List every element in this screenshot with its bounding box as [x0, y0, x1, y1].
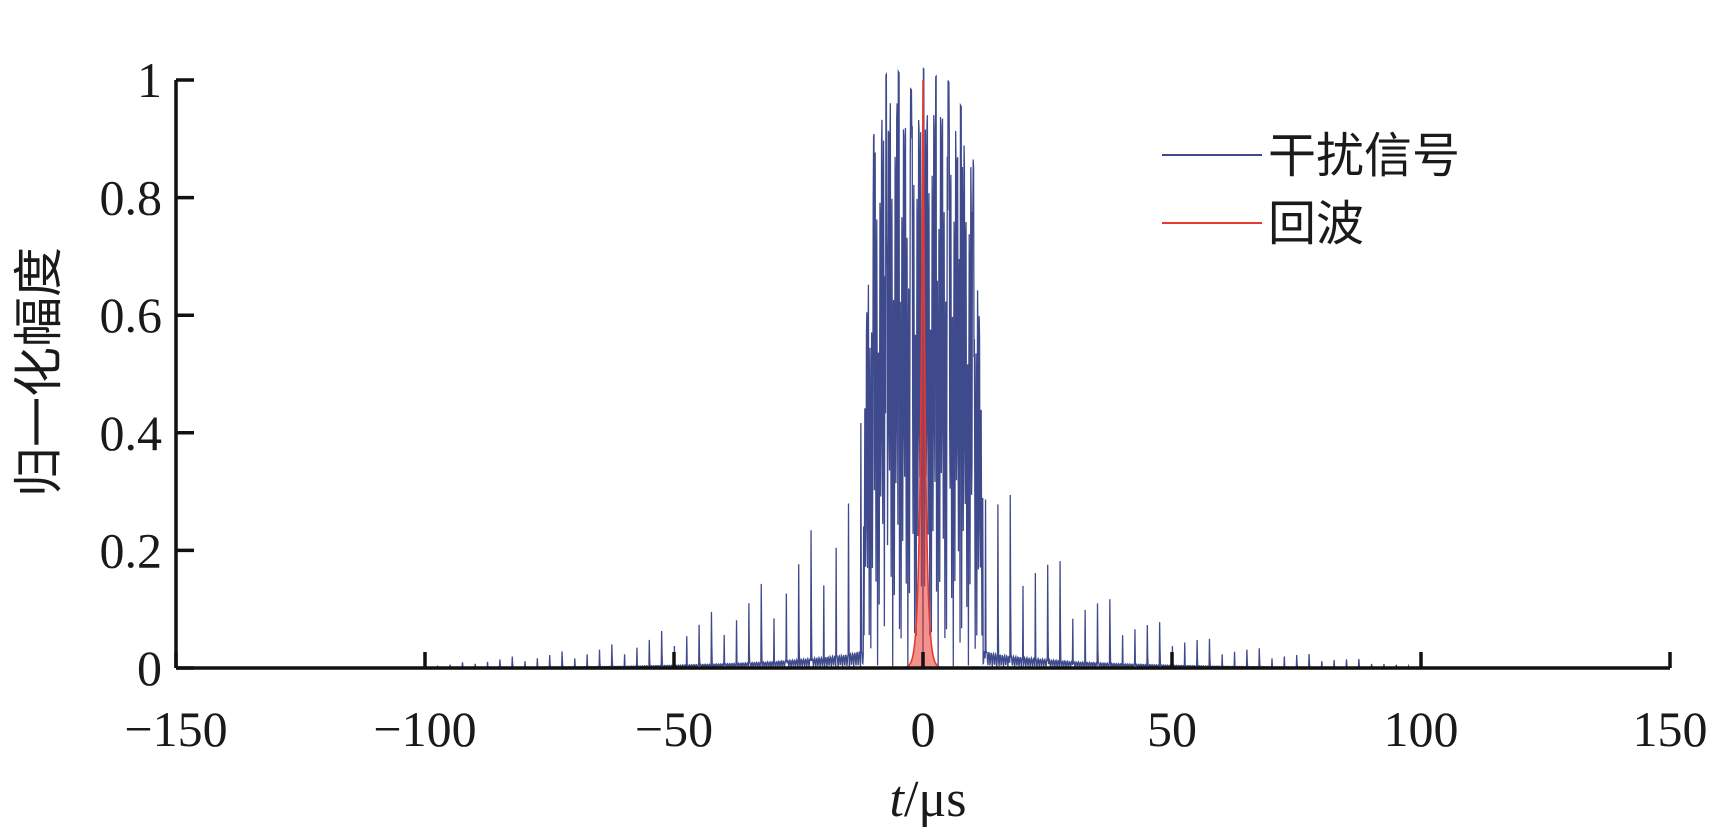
y-axis-title: 归一化幅度 — [10, 247, 68, 497]
y-tick-label: 0.8 — [100, 170, 163, 226]
axes — [174, 78, 1672, 670]
legend: 干扰信号 回波 — [1162, 128, 1460, 252]
y-tick-label: 0.2 — [100, 522, 163, 578]
y-tick-label: 1 — [137, 52, 162, 108]
tick-labels: −150 −100 −50 0 50 100 150 0 0.2 0.4 0.6 0.8 1 — [100, 52, 1708, 757]
x-tick-label: 50 — [1147, 701, 1197, 757]
legend-label-interference: 干扰信号 — [1268, 128, 1460, 184]
x-tick-label: 150 — [1633, 701, 1708, 757]
y-tick-label: 0 — [137, 640, 162, 696]
x-tick-label: 0 — [911, 701, 936, 757]
x-axis-title: t/μs — [889, 771, 966, 828]
y-tick-label: 0.4 — [100, 405, 163, 461]
x-tick-label: −150 — [124, 701, 227, 757]
x-tick-label: −50 — [635, 701, 713, 757]
x-tick-label: −100 — [373, 701, 476, 757]
x-tick-label: 100 — [1384, 701, 1459, 757]
y-tick-label: 0.6 — [100, 287, 163, 343]
legend-label-echo: 回波 — [1268, 196, 1364, 252]
